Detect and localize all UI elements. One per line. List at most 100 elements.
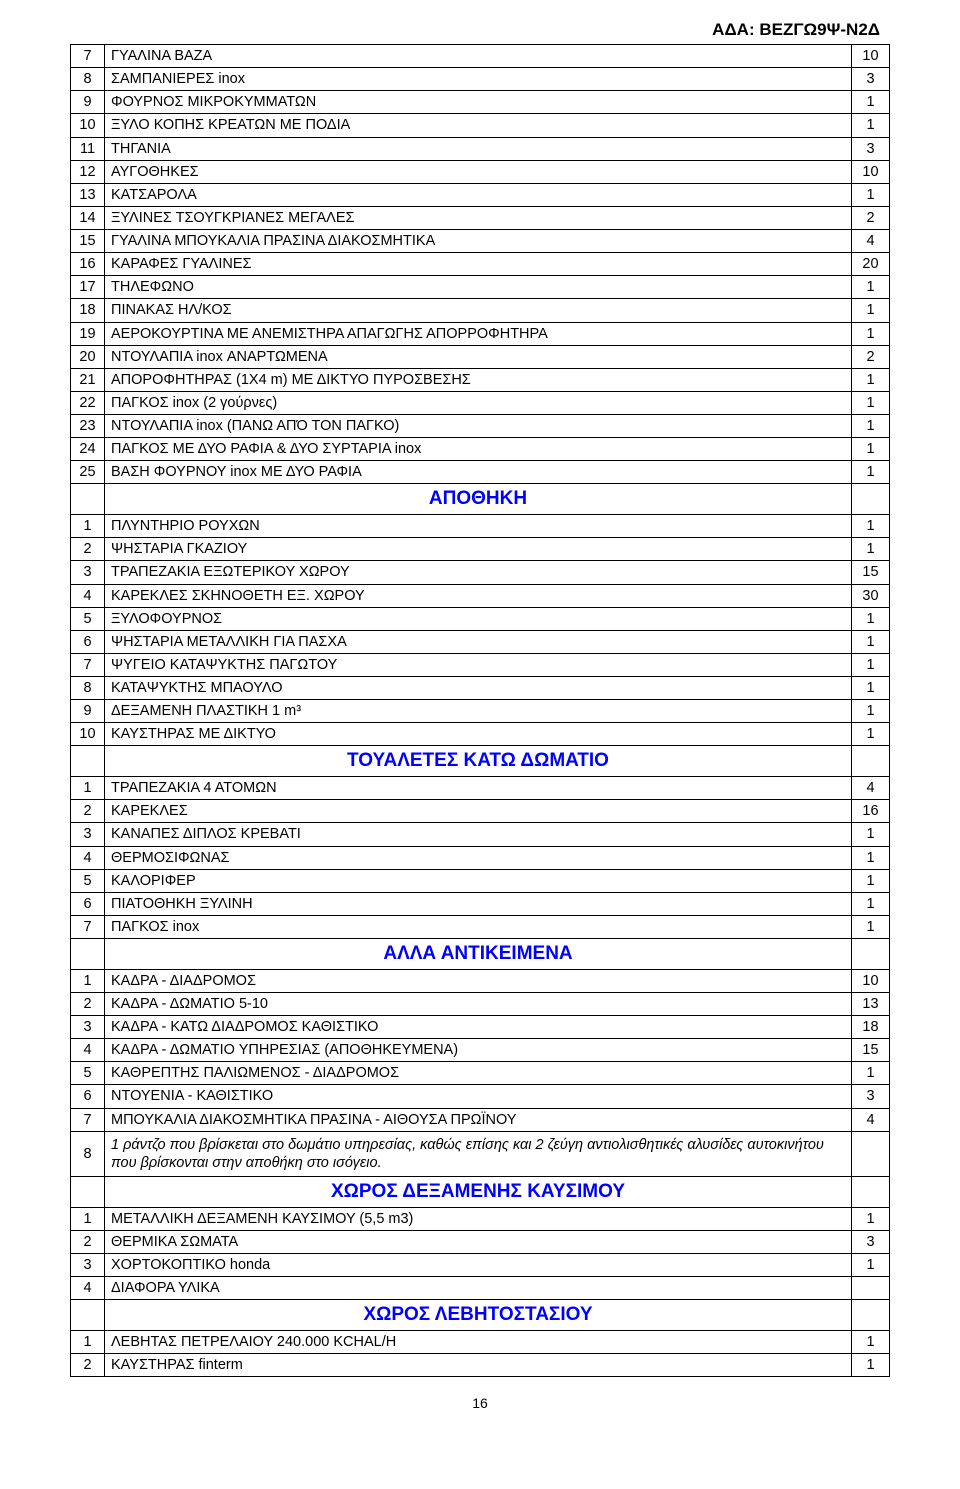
row-quantity: 3 [852,137,890,160]
row-description: ΨΗΣΤΑΡΙΑ ΓΚΑΖΙΟΥ [105,538,852,561]
row-number: 5 [71,1062,105,1085]
row-quantity: 1 [852,677,890,700]
row-quantity: 1 [852,630,890,653]
table-row: 6ΝΤΟΥΕΝΙΑ - ΚΑΘΙΣΤΙΚΟ3 [71,1085,890,1108]
row-description: ΞΥΛΟ ΚΟΠΗΣ ΚΡΕΑΤΩΝ ΜΕ ΠΟΔΙΑ [105,114,852,137]
row-number: 6 [71,892,105,915]
row-description: ΚΑΡΕΚΛΕΣ ΣΚΗΝΟΘΕΤΗ ΕΞ. ΧΩΡΟΥ [105,584,852,607]
table-row: 3ΧΟΡΤΟΚΟΠΤΙΚΟ honda1 [71,1253,890,1276]
row-description: ΘΕΡΜΙΚΑ ΣΩΜΑΤΑ [105,1230,852,1253]
row-number: 10 [71,114,105,137]
row-description: ΚΑΝΑΠΕΣ ΔΙΠΛΟΣ ΚΡΕΒΑΤΙ [105,823,852,846]
row-quantity: 2 [852,206,890,229]
table-row: 5ΚΑΘΡΕΠΤΗΣ ΠΑΛΙΩΜΕΝΟΣ - ΔΙΑΔΡΟΜΟΣ1 [71,1062,890,1085]
table-row: 10ΞΥΛΟ ΚΟΠΗΣ ΚΡΕΑΤΩΝ ΜΕ ΠΟΔΙΑ1 [71,114,890,137]
row-description: ΝΤΟΥΛΑΠΙΑ inox ΑΝΑΡΤΩΜΕΝΑ [105,345,852,368]
row-quantity: 1 [852,846,890,869]
row-description: ΤΡΑΠΕΖΑΚΙΑ 4 ΑΤΟΜΩΝ [105,777,852,800]
table-row: 22ΠΑΓΚΟΣ inox (2 γούρνες)1 [71,391,890,414]
row-number: 16 [71,253,105,276]
section-header: ΑΠΟΘΗΚΗ [105,484,852,515]
row-description: ΑΠΟΡΟΦΗΤΗΡΑΣ (1Χ4 m) ΜΕ ΔΙΚΤΥΟ ΠΥΡΟΣΒΕΣΗ… [105,368,852,391]
row-number: 3 [71,1253,105,1276]
row-number: 8 [71,68,105,91]
row-quantity: 1 [852,276,890,299]
row-number: 10 [71,723,105,746]
table-row: 2ΘΕΡΜΙΚΑ ΣΩΜΑΤΑ3 [71,1230,890,1253]
row-number: 14 [71,206,105,229]
row-quantity: 1 [852,322,890,345]
row-number: 3 [71,561,105,584]
row-description: ΘΕΡΜΟΣΙΦΩΝΑΣ [105,846,852,869]
table-row: 4ΚΑΡΕΚΛΕΣ ΣΚΗΝΟΘΕΤΗ ΕΞ. ΧΩΡΟΥ30 [71,584,890,607]
table-row: 4ΘΕΡΜΟΣΙΦΩΝΑΣ1 [71,846,890,869]
row-quantity: 10 [852,45,890,68]
row-quantity: 1 [852,391,890,414]
row-quantity: 1 [852,653,890,676]
row-number: 5 [71,869,105,892]
row-number: 22 [71,391,105,414]
row-description: ΓΥΑΛΙΝΑ ΜΠΟΥΚΑΛΙΑ ΠΡΑΣΙΝΑ ΔΙΑΚΟΣΜΗΤΙΚΑ [105,230,852,253]
row-quantity: 13 [852,992,890,1015]
row-number: 8 [71,677,105,700]
row-number: 5 [71,607,105,630]
row-quantity: 1 [852,1330,890,1353]
row-quantity: 1 [852,461,890,484]
row-number: 2 [71,1230,105,1253]
section-header: ΧΩΡΟΣ ΔΕΞΑΜΕΝΗΣ ΚΑΥΣΙΜΟΥ [105,1176,852,1207]
row-number: 17 [71,276,105,299]
row-number: 7 [71,1108,105,1131]
row-quantity: 30 [852,584,890,607]
row-quantity: 1 [852,91,890,114]
row-number: 23 [71,415,105,438]
row-number: 1 [71,969,105,992]
row-number: 24 [71,438,105,461]
row-description: ΚΑΥΣΤΗΡΑΣ ΜΕ ΔΙΚΤΥΟ [105,723,852,746]
table-row: 2ΚΑΥΣΤΗΡΑΣ finterm1 [71,1354,890,1377]
row-quantity: 1 [852,723,890,746]
table-row: 7ΨΥΓΕΙΟ ΚΑΤΑΨΥΚΤΗΣ ΠΑΓΩΤΟΥ1 [71,653,890,676]
section-header-qty [852,746,890,777]
row-description: ΑΥΓΟΘΗΚΕΣ [105,160,852,183]
row-quantity: 3 [852,1230,890,1253]
table-row: 19ΑΕΡΟΚΟΥΡΤΙΝΑ ΜΕ ΑΝΕΜΙΣΤΗΡΑ ΑΠΑΓΩΓΗΣ ΑΠ… [71,322,890,345]
table-row: 18ΠΙΝΑΚΑΣ ΗΛ/ΚΟΣ1 [71,299,890,322]
row-number: 6 [71,630,105,653]
table-row: 13ΚΑΤΣΑΡΟΛΑ1 [71,183,890,206]
table-row: 24ΠΑΓΚΟΣ ΜΕ ΔΥΟ ΡΑΦΙΑ & ΔΥΟ ΣΥΡΤΑΡΙΑ ino… [71,438,890,461]
table-row: 21ΑΠΟΡΟΦΗΤΗΡΑΣ (1Χ4 m) ΜΕ ΔΙΚΤΥΟ ΠΥΡΟΣΒΕ… [71,368,890,391]
table-row: 8ΣΑΜΠΑΝΙΕΡΕΣ inox3 [71,68,890,91]
row-description: ΚΑΛΟΡΙΦΕΡ [105,869,852,892]
table-row: 1ΜΕΤΑΛΛΙΚΗ ΔΕΞΑΜΕΝΗ ΚΑΥΣΙΜΟΥ (5,5 m3)1 [71,1207,890,1230]
row-quantity: 4 [852,230,890,253]
row-quantity: 1 [852,299,890,322]
section-header: ΧΩΡΟΣ ΛΕΒΗΤΟΣΤΑΣΙΟΥ [105,1300,852,1331]
section-header-row: ΧΩΡΟΣ ΔΕΞΑΜΕΝΗΣ ΚΑΥΣΙΜΟΥ [71,1176,890,1207]
table-row: 25ΒΑΣΗ ΦΟΥΡΝΟΥ inox ΜΕ ΔΥΟ ΡΑΦΙΑ1 [71,461,890,484]
row-description: ΦΟΥΡΝΟΣ ΜΙΚΡΟΚΥΜΜΑΤΩΝ [105,91,852,114]
row-quantity: 1 [852,607,890,630]
row-quantity: 1 [852,368,890,391]
section-header-row: ΑΛΛΑ ΑΝΤΙΚΕΙΜΕΝΑ [71,939,890,970]
table-row: 6ΠΙΑΤΟΘΗΚΗ ΞΥΛΙΝΗ1 [71,892,890,915]
section-header-row: ΤΟΥΑΛΕΤΕΣ ΚΑΤΩ ΔΩΜΑΤΙΟ [71,746,890,777]
table-row: 2ΚΑΔΡΑ - ΔΩΜΑΤΙΟ 5-1013 [71,992,890,1015]
row-quantity: 1 [852,700,890,723]
table-row: 14ΞΥΛΙΝΕΣ ΤΣΟΥΓΚΡΙΑΝΕΣ ΜΕΓΑΛΕΣ2 [71,206,890,229]
table-row: 5ΞΥΛΟΦΟΥΡΝΟΣ1 [71,607,890,630]
row-description: ΚΑΥΣΤΗΡΑΣ finterm [105,1354,852,1377]
row-number: 4 [71,846,105,869]
table-row: 7ΓΥΑΛΙΝΑ ΒΑΖΑ10 [71,45,890,68]
row-description: ΤΗΓΑΝΙΑ [105,137,852,160]
row-description: ΚΑΔΡΑ - ΔΩΜΑΤΙΟ 5-10 [105,992,852,1015]
section-header-num [71,939,105,970]
table-row: 20ΝΤΟΥΛΑΠΙΑ inox ΑΝΑΡΤΩΜΕΝΑ2 [71,345,890,368]
row-description: ΠΙΑΤΟΘΗΚΗ ΞΥΛΙΝΗ [105,892,852,915]
row-number: 8 [71,1131,105,1176]
table-row: 4ΚΑΔΡΑ - ΔΩΜΑΤΙΟ ΥΠΗΡΕΣΙΑΣ (ΑΠΟΘΗΚΕΥΜΕΝΑ… [71,1039,890,1062]
row-quantity: 1 [852,1354,890,1377]
section-header-num [71,1176,105,1207]
row-quantity: 1 [852,183,890,206]
section-header-qty [852,1176,890,1207]
row-number: 1 [71,1330,105,1353]
